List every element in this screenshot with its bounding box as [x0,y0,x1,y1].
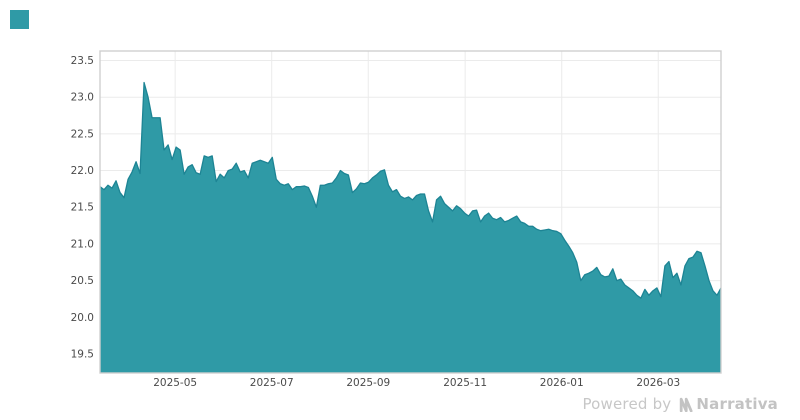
x-tick-label: 2025-05 [153,377,197,389]
y-tick-label: 21.5 [71,202,94,214]
y-tick-label: 22.5 [71,128,94,140]
y-tick-label: 20.5 [71,275,94,287]
y-tick-label: 23.5 [71,55,94,67]
watermark: Powered by Narrativa [582,395,778,413]
y-tick-label: 21.0 [71,238,94,250]
area-fill [100,82,721,373]
y-tick-label: 23.0 [71,92,94,104]
x-tick-label: 2025-07 [250,377,294,389]
plot-border [99,50,722,374]
y-tick-label: 19.5 [71,348,94,360]
y-tick-label: 20.0 [71,312,94,324]
y-tick-label: 22.0 [71,165,94,177]
x-tick-label: 2025-09 [346,377,390,389]
watermark-brand: Narrativa [677,395,778,413]
x-tick-label: 2026-01 [540,377,584,389]
watermark-text: Powered by [582,395,672,413]
logo-square [10,10,29,29]
watermark-brand-label: Narrativa [696,395,778,413]
narrativa-logo-icon [680,397,693,412]
x-tick-label: 2025-11 [443,377,487,389]
x-tick-label: 2026-03 [636,377,680,389]
price-line [99,81,722,299]
